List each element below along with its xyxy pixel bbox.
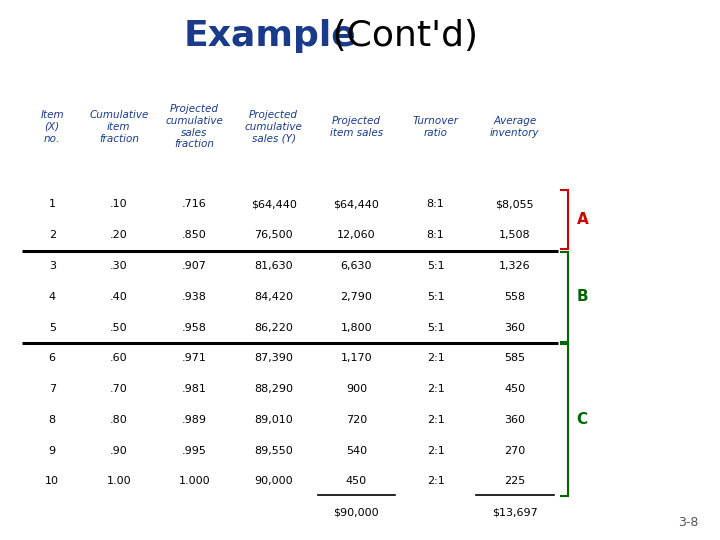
Text: 225: 225 (504, 476, 526, 487)
Text: 90,000: 90,000 (254, 476, 293, 487)
Text: .989: .989 (182, 415, 207, 425)
Text: .938: .938 (182, 292, 207, 302)
Text: 1: 1 (49, 199, 55, 210)
Text: .50: .50 (110, 322, 127, 333)
Text: 360: 360 (504, 322, 526, 333)
Text: 4: 4 (49, 292, 55, 302)
Text: 9: 9 (49, 446, 55, 456)
Text: Average
inventory: Average inventory (490, 116, 539, 138)
Text: .995: .995 (182, 446, 207, 456)
Text: 270: 270 (504, 446, 526, 456)
Text: Projected
cumulative
sales (Y): Projected cumulative sales (Y) (245, 110, 302, 144)
Text: .716: .716 (182, 199, 207, 210)
Text: 5:1: 5:1 (427, 292, 444, 302)
Text: Projected
cumulative
sales
fraction: Projected cumulative sales fraction (166, 105, 223, 149)
Text: 2,790: 2,790 (341, 292, 372, 302)
Text: (Cont'd): (Cont'd) (321, 19, 478, 53)
Text: $8,055: $8,055 (495, 199, 534, 210)
Text: 10: 10 (45, 476, 59, 487)
Text: 558: 558 (504, 292, 526, 302)
Text: 2:1: 2:1 (427, 476, 444, 487)
Text: 7: 7 (49, 384, 55, 394)
Text: Item
(X)
no.: Item (X) no. (40, 110, 64, 144)
Text: $64,440: $64,440 (251, 199, 297, 210)
Text: 1,170: 1,170 (341, 353, 372, 363)
Text: 450: 450 (346, 476, 367, 487)
Text: 540: 540 (346, 446, 367, 456)
Text: 5:1: 5:1 (427, 322, 444, 333)
Text: .850: .850 (182, 230, 207, 240)
Text: .20: .20 (110, 230, 127, 240)
Text: 89,550: 89,550 (254, 446, 293, 456)
Text: 5:1: 5:1 (427, 261, 444, 271)
Text: 81,630: 81,630 (254, 261, 293, 271)
Text: 1,800: 1,800 (341, 322, 372, 333)
Text: C: C (577, 413, 588, 427)
Text: .958: .958 (182, 322, 207, 333)
Text: 1.00: 1.00 (107, 476, 131, 487)
Text: .981: .981 (182, 384, 207, 394)
Text: 76,500: 76,500 (254, 230, 293, 240)
Text: B: B (577, 289, 588, 304)
Text: .30: .30 (110, 261, 127, 271)
Text: 5: 5 (49, 322, 55, 333)
Text: 8:1: 8:1 (427, 230, 444, 240)
Text: 900: 900 (346, 384, 367, 394)
Text: $64,440: $64,440 (333, 199, 379, 210)
Text: 2:1: 2:1 (427, 353, 444, 363)
Text: Turnover
ratio: Turnover ratio (413, 116, 459, 138)
Text: 6: 6 (49, 353, 55, 363)
Text: 2:1: 2:1 (427, 446, 444, 456)
Text: 1,508: 1,508 (499, 230, 531, 240)
Text: .10: .10 (110, 199, 127, 210)
Text: .90: .90 (110, 446, 127, 456)
Text: $13,697: $13,697 (492, 507, 538, 517)
Text: 88,290: 88,290 (254, 384, 293, 394)
Text: .80: .80 (110, 415, 127, 425)
Text: 1.000: 1.000 (179, 476, 210, 487)
Text: 86,220: 86,220 (254, 322, 293, 333)
Text: 585: 585 (504, 353, 526, 363)
Text: .40: .40 (110, 292, 127, 302)
Text: Projected
item sales: Projected item sales (330, 116, 383, 138)
Text: 3: 3 (49, 261, 55, 271)
Text: $90,000: $90,000 (333, 507, 379, 517)
Text: 360: 360 (504, 415, 526, 425)
Text: A: A (577, 212, 588, 227)
Text: .971: .971 (182, 353, 207, 363)
Text: 84,420: 84,420 (254, 292, 293, 302)
Text: 12,060: 12,060 (337, 230, 376, 240)
Text: 2: 2 (49, 230, 55, 240)
Text: 8:1: 8:1 (427, 199, 444, 210)
Text: 1,326: 1,326 (499, 261, 531, 271)
Text: .70: .70 (110, 384, 127, 394)
Text: 87,390: 87,390 (254, 353, 293, 363)
Text: 89,010: 89,010 (254, 415, 293, 425)
Text: Cumulative
item
fraction: Cumulative item fraction (89, 110, 148, 144)
Text: 2:1: 2:1 (427, 384, 444, 394)
Text: Example: Example (184, 19, 356, 53)
Text: 720: 720 (346, 415, 367, 425)
Text: 8: 8 (49, 415, 55, 425)
Text: .60: .60 (110, 353, 127, 363)
Text: 2:1: 2:1 (427, 415, 444, 425)
Text: 6,630: 6,630 (341, 261, 372, 271)
Text: 3-8: 3-8 (678, 516, 698, 529)
Text: 450: 450 (504, 384, 526, 394)
Text: .907: .907 (182, 261, 207, 271)
